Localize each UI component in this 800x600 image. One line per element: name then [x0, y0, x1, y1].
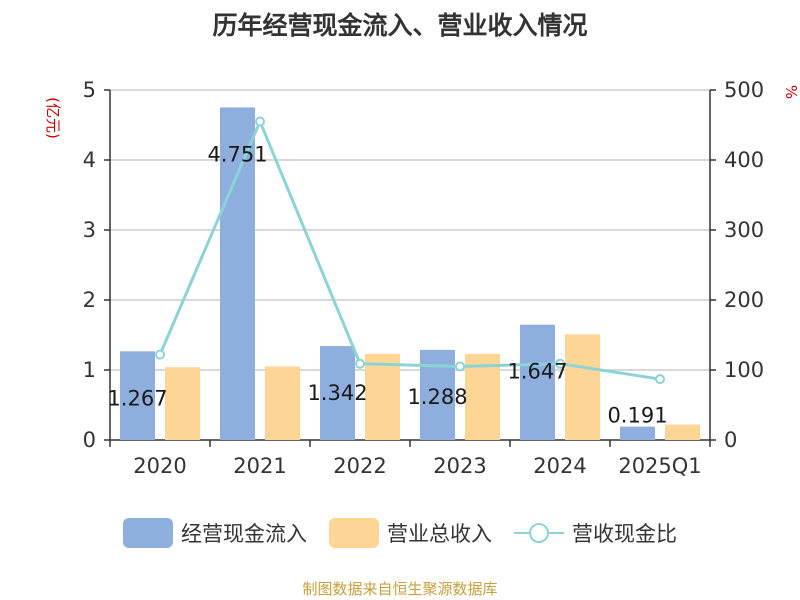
bar-cash-inflow: [620, 426, 655, 440]
point-ratio: [455, 361, 465, 372]
point-ratio: [555, 358, 565, 369]
data-label-cash-inflow: 1.342: [307, 381, 367, 405]
point-ratio: [155, 349, 165, 360]
left-axis-tick-label: 0: [83, 428, 96, 452]
bar-cash-inflow: [120, 351, 155, 440]
point-ratio: [655, 374, 665, 385]
data-label-cash-inflow: 0.191: [607, 404, 667, 428]
legend: 经营现金流入 营业总收入 营收现金比: [0, 518, 800, 548]
right-axis-unit-label: %: [782, 85, 800, 99]
bar-revenue: [365, 353, 400, 440]
point-ratio: [355, 358, 365, 369]
x-axis-category-label: 2025Q1: [618, 454, 701, 478]
legend-line-marker-icon: [514, 523, 564, 543]
right-axis-tick-label: 0: [724, 428, 737, 452]
left-axis-tick-label: 2: [83, 288, 96, 312]
x-axis-category-label: 2024: [533, 454, 586, 478]
data-label-cash-inflow: 1.288: [407, 385, 467, 409]
right-axis-tick-label: 300: [724, 218, 764, 242]
data-label-cash-inflow: 1.267: [107, 386, 167, 410]
left-axis-tick-label: 5: [83, 78, 96, 102]
point-ratio: [255, 116, 265, 127]
legend-label-ratio: 营收现金比: [572, 522, 677, 546]
bar-cash-inflow: [320, 346, 355, 440]
x-axis-category-label: 2020: [133, 454, 186, 478]
bar-revenue: [465, 353, 500, 440]
legend-swatch-cash-inflow: [123, 518, 173, 548]
data-label-cash-inflow: 1.647: [507, 360, 567, 384]
x-axis-category-label: 2023: [433, 454, 486, 478]
legend-label-cash-inflow: 经营现金流入: [181, 522, 307, 546]
bar-cash-inflow: [220, 107, 255, 441]
right-axis-tick-label: 400: [724, 148, 764, 172]
bar-revenue: [565, 334, 600, 440]
bar-revenue: [665, 424, 700, 440]
bar-revenue: [165, 367, 200, 440]
data-label-cash-inflow: 4.751: [207, 142, 267, 166]
right-axis-tick-label: 500: [724, 78, 764, 102]
legend-label-revenue: 营业总收入: [387, 522, 492, 546]
right-axis-tick-label: 200: [724, 288, 764, 312]
chart-title: 历年经营现金流入、营业收入情况: [212, 11, 588, 40]
right-axis-tick-label: 100: [724, 358, 764, 382]
legend-item-ratio[interactable]: 营收现金比: [514, 518, 677, 548]
legend-item-revenue[interactable]: 营业总收入: [329, 518, 492, 548]
left-axis-tick-label: 1: [83, 358, 96, 382]
x-axis-category-label: 2021: [233, 454, 286, 478]
bar-revenue: [265, 366, 300, 440]
bar-cash-inflow: [520, 324, 555, 440]
legend-swatch-revenue: [329, 518, 379, 548]
left-axis-unit-label: (亿元): [44, 97, 62, 139]
source-note: 制图数据来自恒生聚源数据库: [302, 580, 498, 598]
x-axis-category-label: 2022: [333, 454, 386, 478]
line-ratio: [158, 117, 661, 381]
left-axis-tick-label: 4: [83, 148, 96, 172]
legend-item-cash-inflow[interactable]: 经营现金流入: [123, 518, 307, 548]
left-axis-tick-label: 3: [83, 218, 96, 242]
